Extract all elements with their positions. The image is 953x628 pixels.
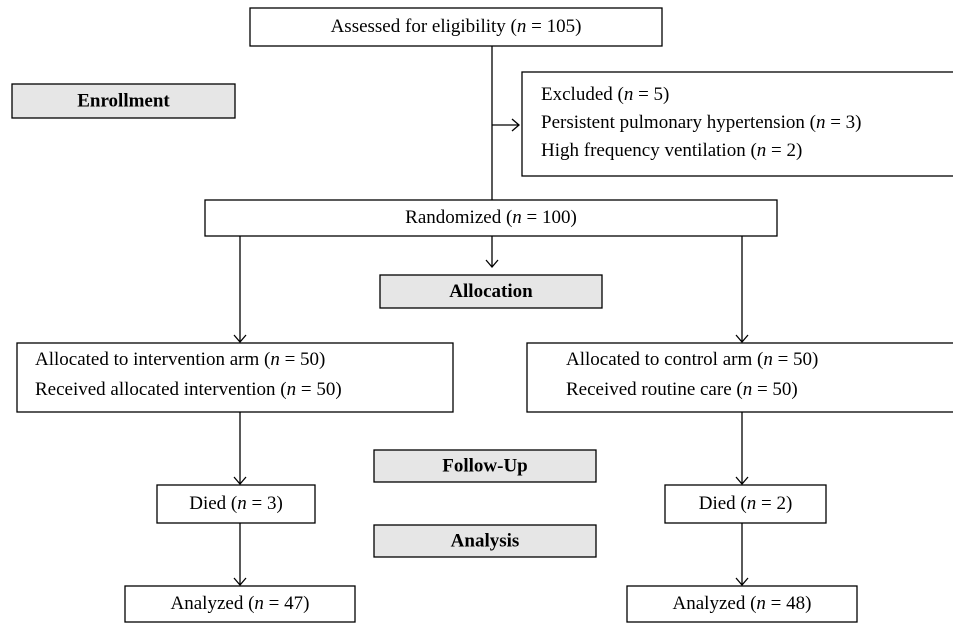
arrowhead bbox=[233, 334, 247, 343]
variable: n bbox=[287, 379, 297, 400]
box-frame bbox=[664, 484, 827, 524]
box-line: Allocated to intervention arm (n = 50) bbox=[35, 349, 325, 370]
box-line: Analyzed (n = 48) bbox=[673, 593, 812, 614]
text-segment: = 3) bbox=[825, 112, 861, 133]
box: Analyzed (n = 47) bbox=[124, 585, 356, 623]
box-line: Received allocated intervention (n = 50) bbox=[35, 379, 342, 400]
text-segment: = 105) bbox=[526, 16, 581, 37]
box-line: Excluded (n = 5) bbox=[541, 84, 669, 105]
box-frame bbox=[16, 342, 454, 413]
text-segment: Analyzed ( bbox=[171, 593, 255, 614]
box-line: Persistent pulmonary hypertension (n = 3… bbox=[541, 112, 861, 133]
text-segment: = 5) bbox=[633, 84, 669, 105]
stage-box bbox=[379, 274, 603, 309]
box-line: Received routine care (n = 50) bbox=[566, 379, 798, 400]
box-frame bbox=[521, 71, 953, 177]
arrowhead bbox=[485, 259, 499, 268]
text-segment: = 50) bbox=[296, 379, 342, 400]
box: Allocated to intervention arm (n = 50)Re… bbox=[16, 342, 454, 413]
variable: n bbox=[757, 140, 767, 161]
arrowhead bbox=[735, 334, 749, 343]
box-frame bbox=[526, 342, 953, 413]
box: Died (n = 2) bbox=[664, 484, 827, 524]
box-frame bbox=[249, 7, 663, 47]
text-segment: = 2) bbox=[766, 140, 802, 161]
box-frame bbox=[124, 585, 356, 623]
variable: n bbox=[763, 349, 773, 370]
stage-box bbox=[373, 449, 597, 483]
text-segment: = 47) bbox=[264, 593, 310, 614]
box-line: Assessed for eligibility (n = 105) bbox=[331, 16, 582, 37]
box-line: Died (n = 2) bbox=[699, 493, 793, 514]
variable: n bbox=[254, 593, 264, 614]
arrowhead bbox=[233, 577, 247, 586]
box: Assessed for eligibility (n = 105) bbox=[249, 7, 663, 47]
stage-label: Allocation bbox=[449, 281, 533, 302]
text-segment: Died ( bbox=[189, 493, 237, 514]
variable: n bbox=[270, 349, 280, 370]
arrowhead bbox=[511, 118, 520, 132]
text-segment: Randomized ( bbox=[405, 207, 512, 228]
box-frame bbox=[156, 484, 316, 524]
text-segment: Received routine care ( bbox=[566, 379, 743, 400]
variable: n bbox=[747, 493, 757, 514]
box-line: High frequency ventilation (n = 2) bbox=[541, 140, 802, 161]
variable: n bbox=[517, 16, 527, 37]
stage-label: Enrollment bbox=[77, 90, 170, 111]
text-segment: = 100) bbox=[522, 207, 577, 228]
variable: n bbox=[624, 84, 634, 105]
text-segment: Allocated to control arm ( bbox=[566, 349, 763, 370]
text-segment: = 3) bbox=[247, 493, 283, 514]
text-segment: High frequency ventilation ( bbox=[541, 140, 757, 161]
text-segment: Allocated to intervention arm ( bbox=[35, 349, 270, 370]
variable: n bbox=[237, 493, 247, 514]
variable: n bbox=[743, 379, 753, 400]
box-line: Allocated to control arm (n = 50) bbox=[566, 349, 818, 370]
text-segment: = 2) bbox=[756, 493, 792, 514]
arrowhead bbox=[735, 476, 749, 485]
text-segment: Received allocated intervention ( bbox=[35, 379, 287, 400]
stage-box bbox=[373, 524, 597, 558]
box-line: Analyzed (n = 47) bbox=[171, 593, 310, 614]
box-frame bbox=[204, 199, 778, 237]
variable: n bbox=[512, 207, 522, 228]
stage-label: Follow-Up bbox=[442, 455, 528, 476]
text-segment: Died ( bbox=[699, 493, 747, 514]
text-segment: = 50) bbox=[752, 379, 798, 400]
box: Analyzed (n = 48) bbox=[626, 585, 858, 623]
box: Randomized (n = 100) bbox=[204, 199, 778, 237]
text-segment: = 48) bbox=[766, 593, 812, 614]
connectors bbox=[233, 46, 749, 586]
text-segment: Excluded ( bbox=[541, 84, 624, 105]
variable: n bbox=[816, 112, 826, 133]
box: Excluded (n = 5)Persistent pulmonary hyp… bbox=[521, 71, 953, 177]
text-segment: = 50) bbox=[280, 349, 326, 370]
stage-box bbox=[11, 83, 236, 119]
box: Allocated to control arm (n = 50)Receive… bbox=[526, 342, 953, 413]
text-segment: = 50) bbox=[773, 349, 819, 370]
text-segment: Persistent pulmonary hypertension ( bbox=[541, 112, 816, 133]
box-frame bbox=[626, 585, 858, 623]
text-segment: Assessed for eligibility ( bbox=[331, 16, 517, 37]
box: Died (n = 3) bbox=[156, 484, 316, 524]
text-segment: Analyzed ( bbox=[673, 593, 757, 614]
box-line: Randomized (n = 100) bbox=[405, 207, 577, 228]
arrowhead bbox=[735, 577, 749, 586]
variable: n bbox=[756, 593, 766, 614]
stage-label: Analysis bbox=[451, 530, 520, 551]
arrowhead bbox=[233, 476, 247, 485]
box-line: Died (n = 3) bbox=[189, 493, 283, 514]
